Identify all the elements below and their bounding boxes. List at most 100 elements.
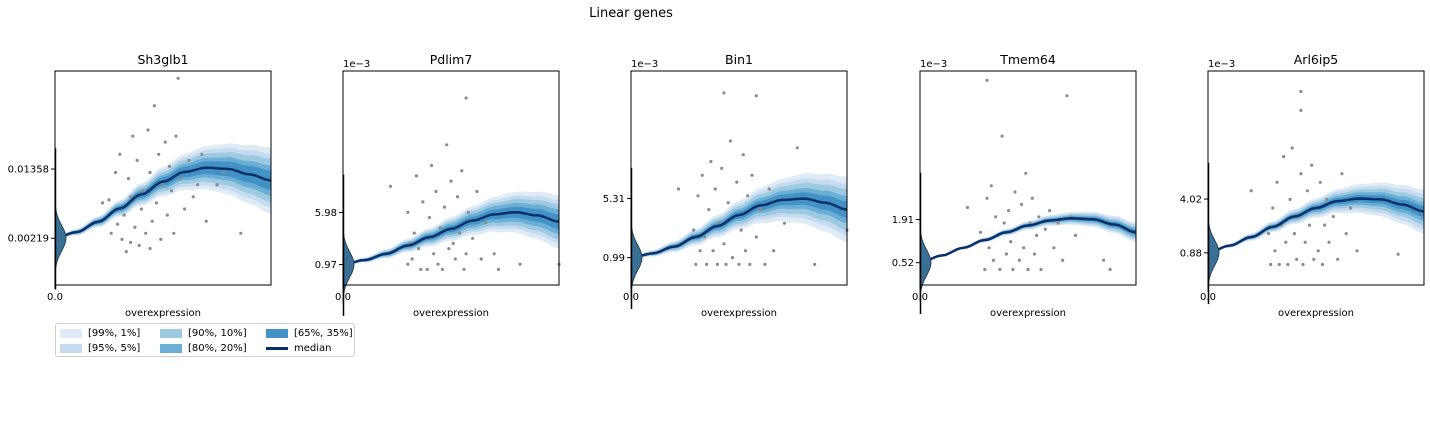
- y-offset-label: 1e−3: [343, 59, 370, 70]
- data-point: [161, 183, 165, 187]
- legend: [99%, 1%] [95%, 5%] [90%, 10%] [80%, 20%…: [55, 323, 355, 357]
- data-point: [109, 231, 113, 235]
- axes-frame: [630, 70, 848, 286]
- data-point: [196, 183, 200, 187]
- data-point: [978, 230, 983, 234]
- data-point: [985, 196, 989, 200]
- density-violin: [1207, 213, 1220, 292]
- data-point: [1043, 227, 1047, 231]
- axes-frame: [342, 70, 560, 286]
- data-point: [1307, 223, 1312, 227]
- data-point: [1073, 233, 1078, 237]
- legend-item-65: [65%, 35%]: [266, 326, 353, 340]
- legend-swatch-65: [266, 328, 288, 338]
- data-point: [1284, 240, 1288, 244]
- data-point: [741, 153, 745, 157]
- data-point: [1026, 267, 1030, 272]
- legend-median-line: [266, 346, 288, 350]
- data-point: [1327, 240, 1331, 244]
- data-point: [126, 177, 130, 181]
- legend-label: median: [294, 342, 332, 354]
- data-point: [1336, 257, 1340, 261]
- data-point: [1269, 262, 1273, 267]
- data-point: [1032, 252, 1037, 256]
- x-axis-label: overexpression: [701, 308, 777, 319]
- data-point: [1325, 197, 1329, 201]
- data-point: [215, 183, 219, 187]
- data-point: [739, 228, 743, 232]
- data-point: [730, 256, 735, 260]
- data-point: [1009, 240, 1013, 244]
- data-point: [172, 231, 176, 235]
- data-point: [720, 166, 724, 170]
- data-point: [388, 184, 393, 188]
- data-point: [989, 184, 993, 188]
- legend-label: [80%, 20%]: [188, 342, 247, 354]
- y-tick-label: 0.88: [1180, 248, 1202, 259]
- data-point: [676, 187, 681, 191]
- data-point: [1249, 189, 1253, 193]
- data-point: [743, 249, 748, 253]
- x-tick-label: 0.0: [335, 292, 351, 303]
- density-violin: [919, 223, 932, 302]
- data-point: [754, 235, 758, 239]
- data-point: [1323, 223, 1327, 227]
- median-line: [1207, 197, 1425, 255]
- y-tick-label: 5.31: [603, 194, 625, 205]
- data-point: [464, 96, 468, 100]
- legend-swatch-90: [160, 328, 182, 338]
- data-point: [1061, 258, 1065, 262]
- data-point: [414, 174, 418, 178]
- data-point: [759, 208, 763, 212]
- legend-swatch-80: [160, 343, 182, 353]
- data-point: [221, 170, 226, 175]
- data-point: [998, 267, 1002, 272]
- data-point: [726, 201, 730, 205]
- legend-item-median: median: [266, 341, 332, 355]
- data-point: [1301, 262, 1305, 267]
- data-point: [767, 187, 771, 191]
- data-point: [1344, 232, 1348, 236]
- median-line: [342, 211, 560, 266]
- data-point: [1022, 246, 1026, 250]
- data-point: [1303, 240, 1307, 244]
- data-point: [694, 262, 698, 266]
- data-point: [129, 240, 133, 244]
- data-point: [1013, 190, 1017, 194]
- data-point: [124, 250, 128, 254]
- panel-title: Pdlim7: [430, 52, 473, 67]
- data-point: [748, 262, 752, 266]
- data-point: [410, 257, 414, 261]
- y-offset-label: 1e−3: [1208, 59, 1235, 70]
- y-tick-label: 0.97: [315, 260, 337, 271]
- data-point: [1275, 180, 1279, 184]
- data-point: [432, 252, 436, 256]
- data-point: [122, 213, 126, 217]
- data-point: [1340, 172, 1344, 176]
- y-tick-label: 1.91: [892, 215, 914, 226]
- data-point: [152, 104, 156, 108]
- data-point: [1037, 215, 1041, 219]
- data-point: [412, 231, 416, 235]
- data-point: [1290, 146, 1294, 150]
- data-point: [1286, 262, 1290, 267]
- data-point: [120, 237, 124, 241]
- data-point: [462, 267, 466, 271]
- density-violin: [54, 199, 67, 278]
- data-point: [484, 221, 488, 225]
- data-point: [455, 195, 460, 199]
- legend-label: [99%, 1%]: [88, 327, 141, 339]
- data-point: [1292, 232, 1296, 236]
- data-point: [113, 170, 118, 175]
- data-point: [239, 231, 243, 235]
- data-point: [133, 225, 137, 229]
- legend-item-99: [99%, 1%]: [60, 326, 140, 340]
- data-point: [131, 134, 135, 138]
- x-tick-label: 0.0: [47, 292, 63, 303]
- data-point: [460, 169, 464, 173]
- x-axis-label: overexpression: [125, 308, 201, 319]
- data-point: [451, 241, 455, 245]
- data-point: [417, 247, 421, 251]
- data-point: [142, 189, 146, 193]
